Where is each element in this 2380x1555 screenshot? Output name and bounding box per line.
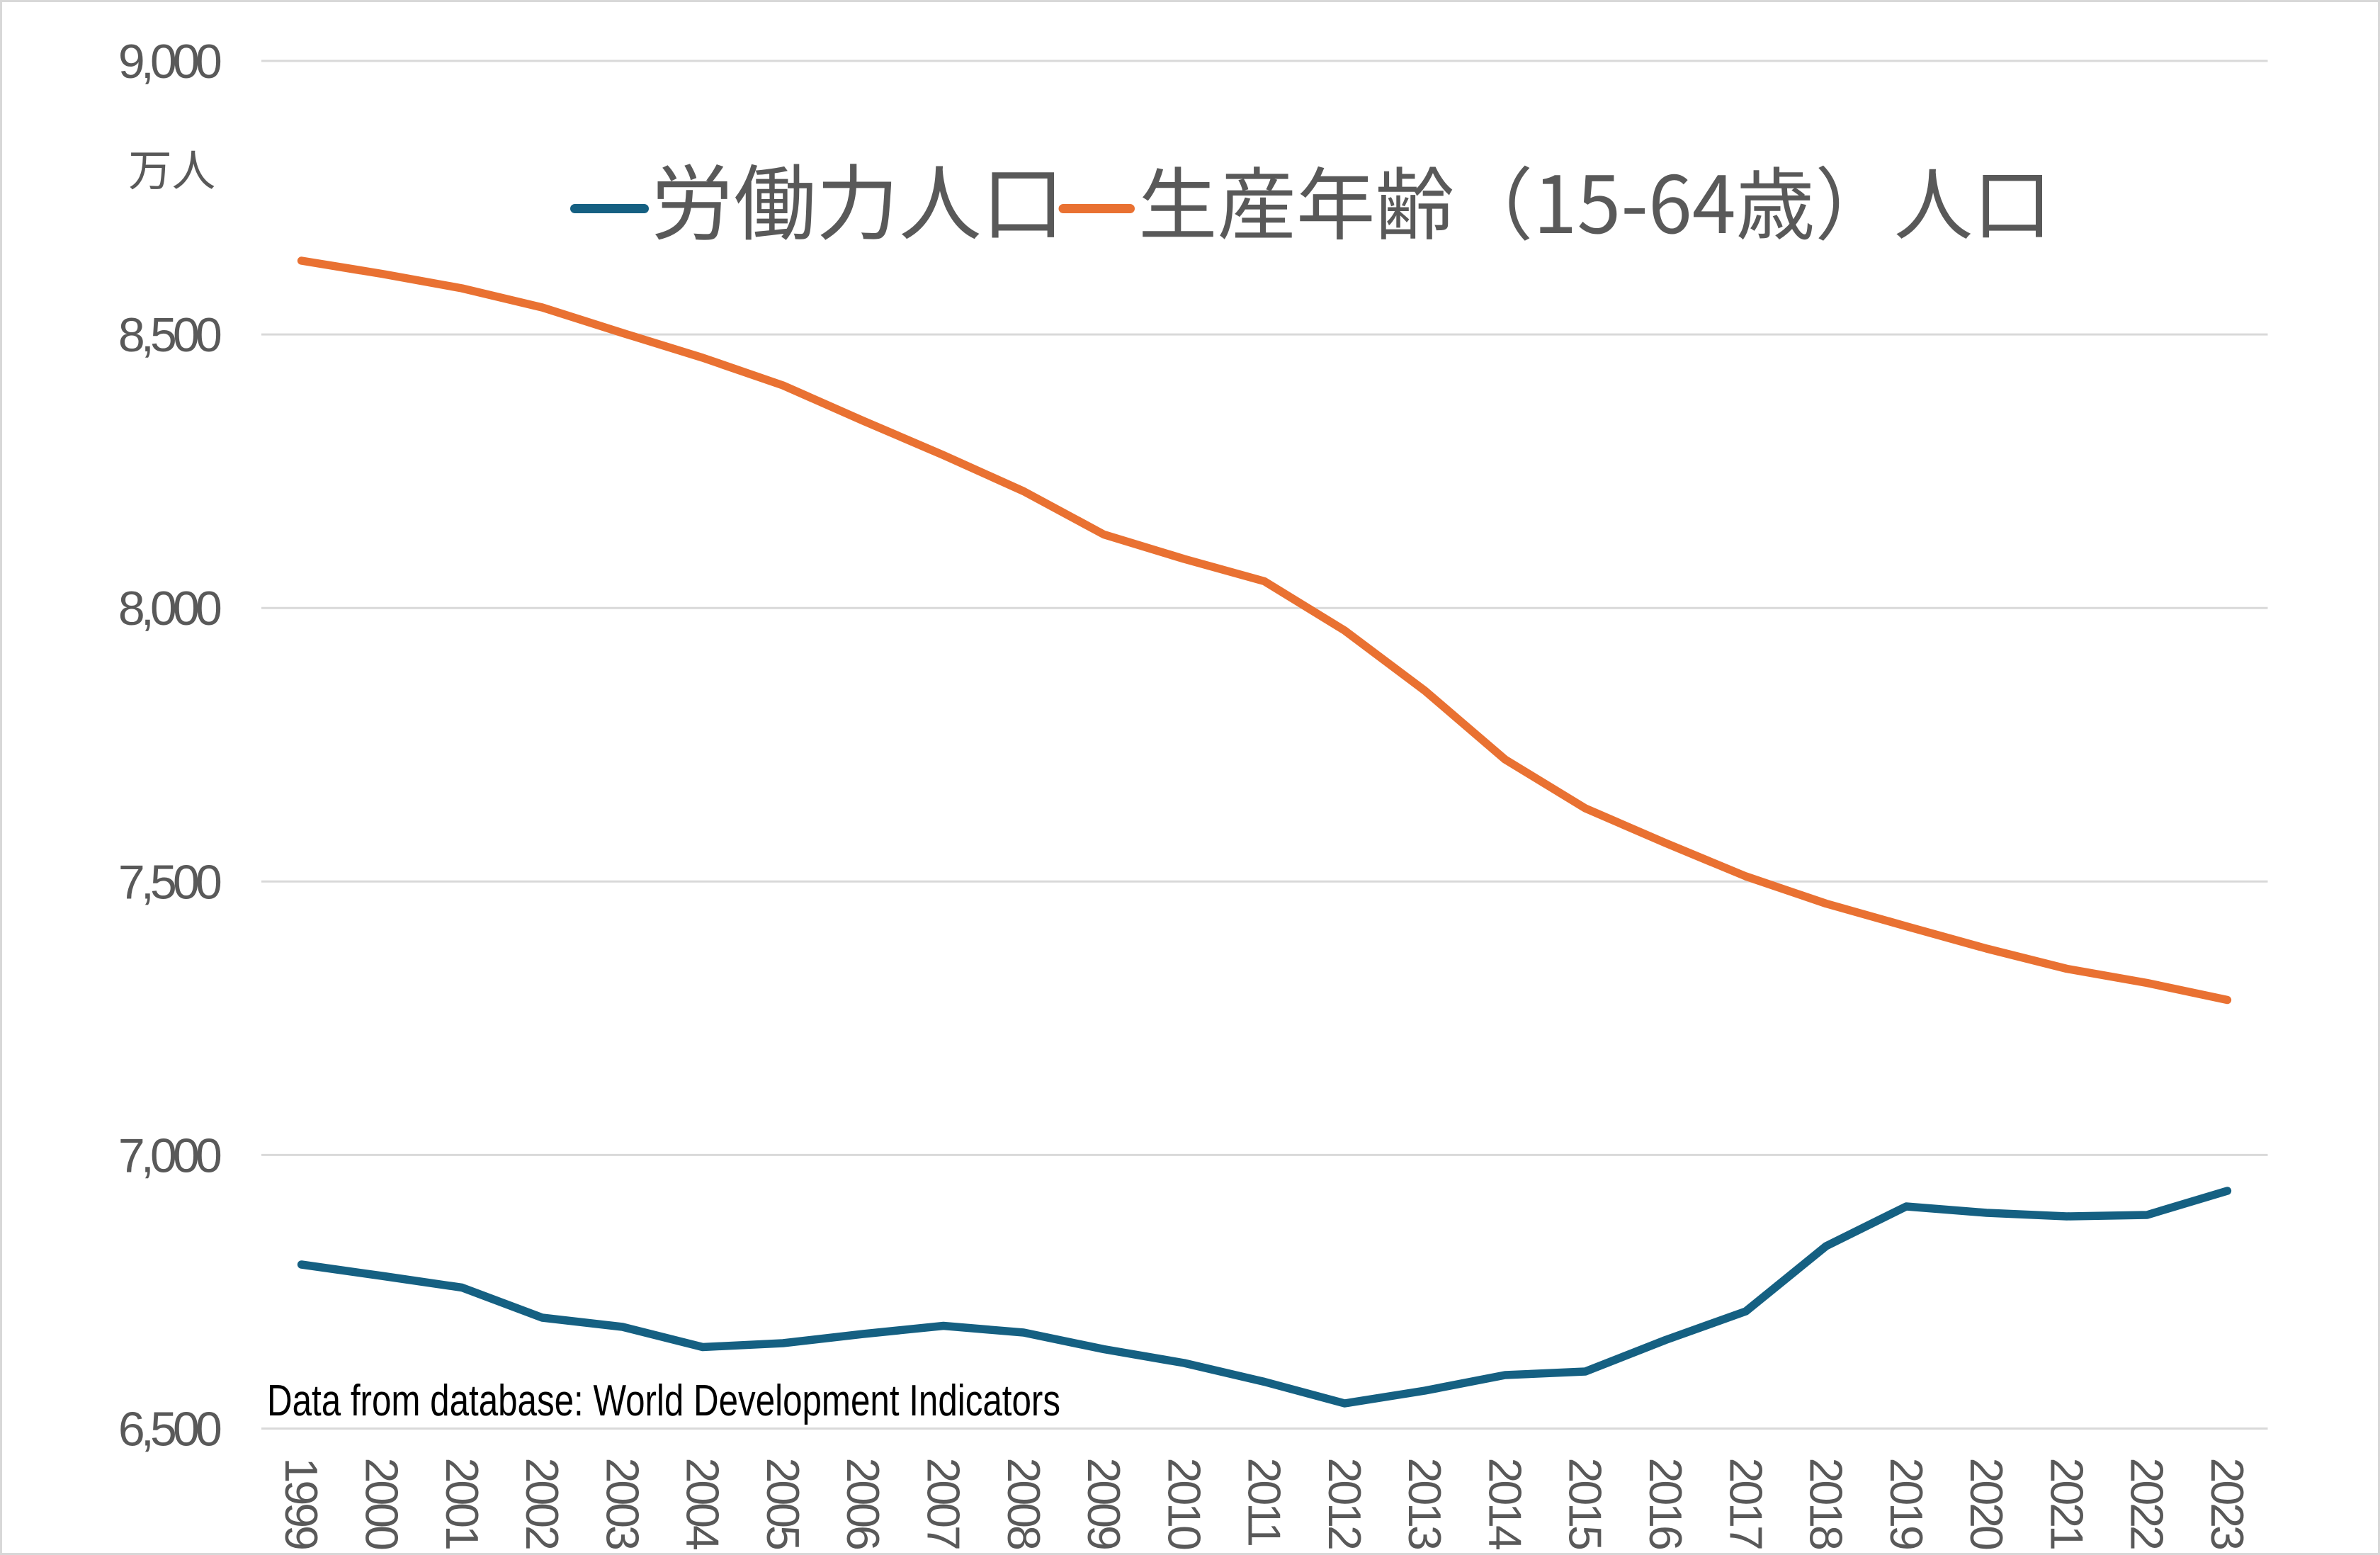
svg-text:2013: 2013 <box>1399 1458 1450 1549</box>
svg-text:1999: 1999 <box>276 1458 327 1549</box>
svg-text:8,500: 8,500 <box>118 308 221 362</box>
svg-text:8,000: 8,000 <box>118 582 221 635</box>
svg-text:7,000: 7,000 <box>118 1129 221 1182</box>
svg-text:2015: 2015 <box>1560 1458 1611 1549</box>
svg-text:2023: 2023 <box>2202 1458 2252 1549</box>
svg-text:2017: 2017 <box>1720 1458 1771 1549</box>
svg-text:2004: 2004 <box>677 1458 728 1549</box>
svg-text:2011: 2011 <box>1239 1458 1290 1546</box>
svg-text:2019: 2019 <box>1881 1458 1932 1549</box>
svg-text:2016: 2016 <box>1640 1458 1691 1549</box>
svg-text:2010: 2010 <box>1158 1458 1209 1549</box>
svg-text:2008: 2008 <box>998 1458 1049 1549</box>
svg-text:2020: 2020 <box>1961 1458 2012 1549</box>
svg-text:2007: 2007 <box>918 1458 969 1549</box>
svg-text:Data from database: World Deve: Data from database: World Development In… <box>267 1376 1060 1425</box>
svg-text:2003: 2003 <box>596 1458 647 1549</box>
svg-text:2000: 2000 <box>356 1458 407 1549</box>
svg-text:7,500: 7,500 <box>118 855 221 909</box>
svg-text:2002: 2002 <box>516 1458 567 1549</box>
svg-text:2009: 2009 <box>1078 1458 1129 1549</box>
svg-text:2012: 2012 <box>1319 1458 1370 1549</box>
svg-text:2021: 2021 <box>2041 1458 2092 1549</box>
svg-text:2006: 2006 <box>837 1458 888 1549</box>
svg-text:2001: 2001 <box>436 1458 487 1549</box>
svg-text:2005: 2005 <box>757 1458 808 1549</box>
svg-text:9,000: 9,000 <box>118 35 221 89</box>
svg-text:6,500: 6,500 <box>118 1403 221 1457</box>
svg-text:2022: 2022 <box>2121 1458 2172 1549</box>
svg-text:2014: 2014 <box>1479 1458 1530 1549</box>
svg-text:2018: 2018 <box>1801 1458 1852 1549</box>
